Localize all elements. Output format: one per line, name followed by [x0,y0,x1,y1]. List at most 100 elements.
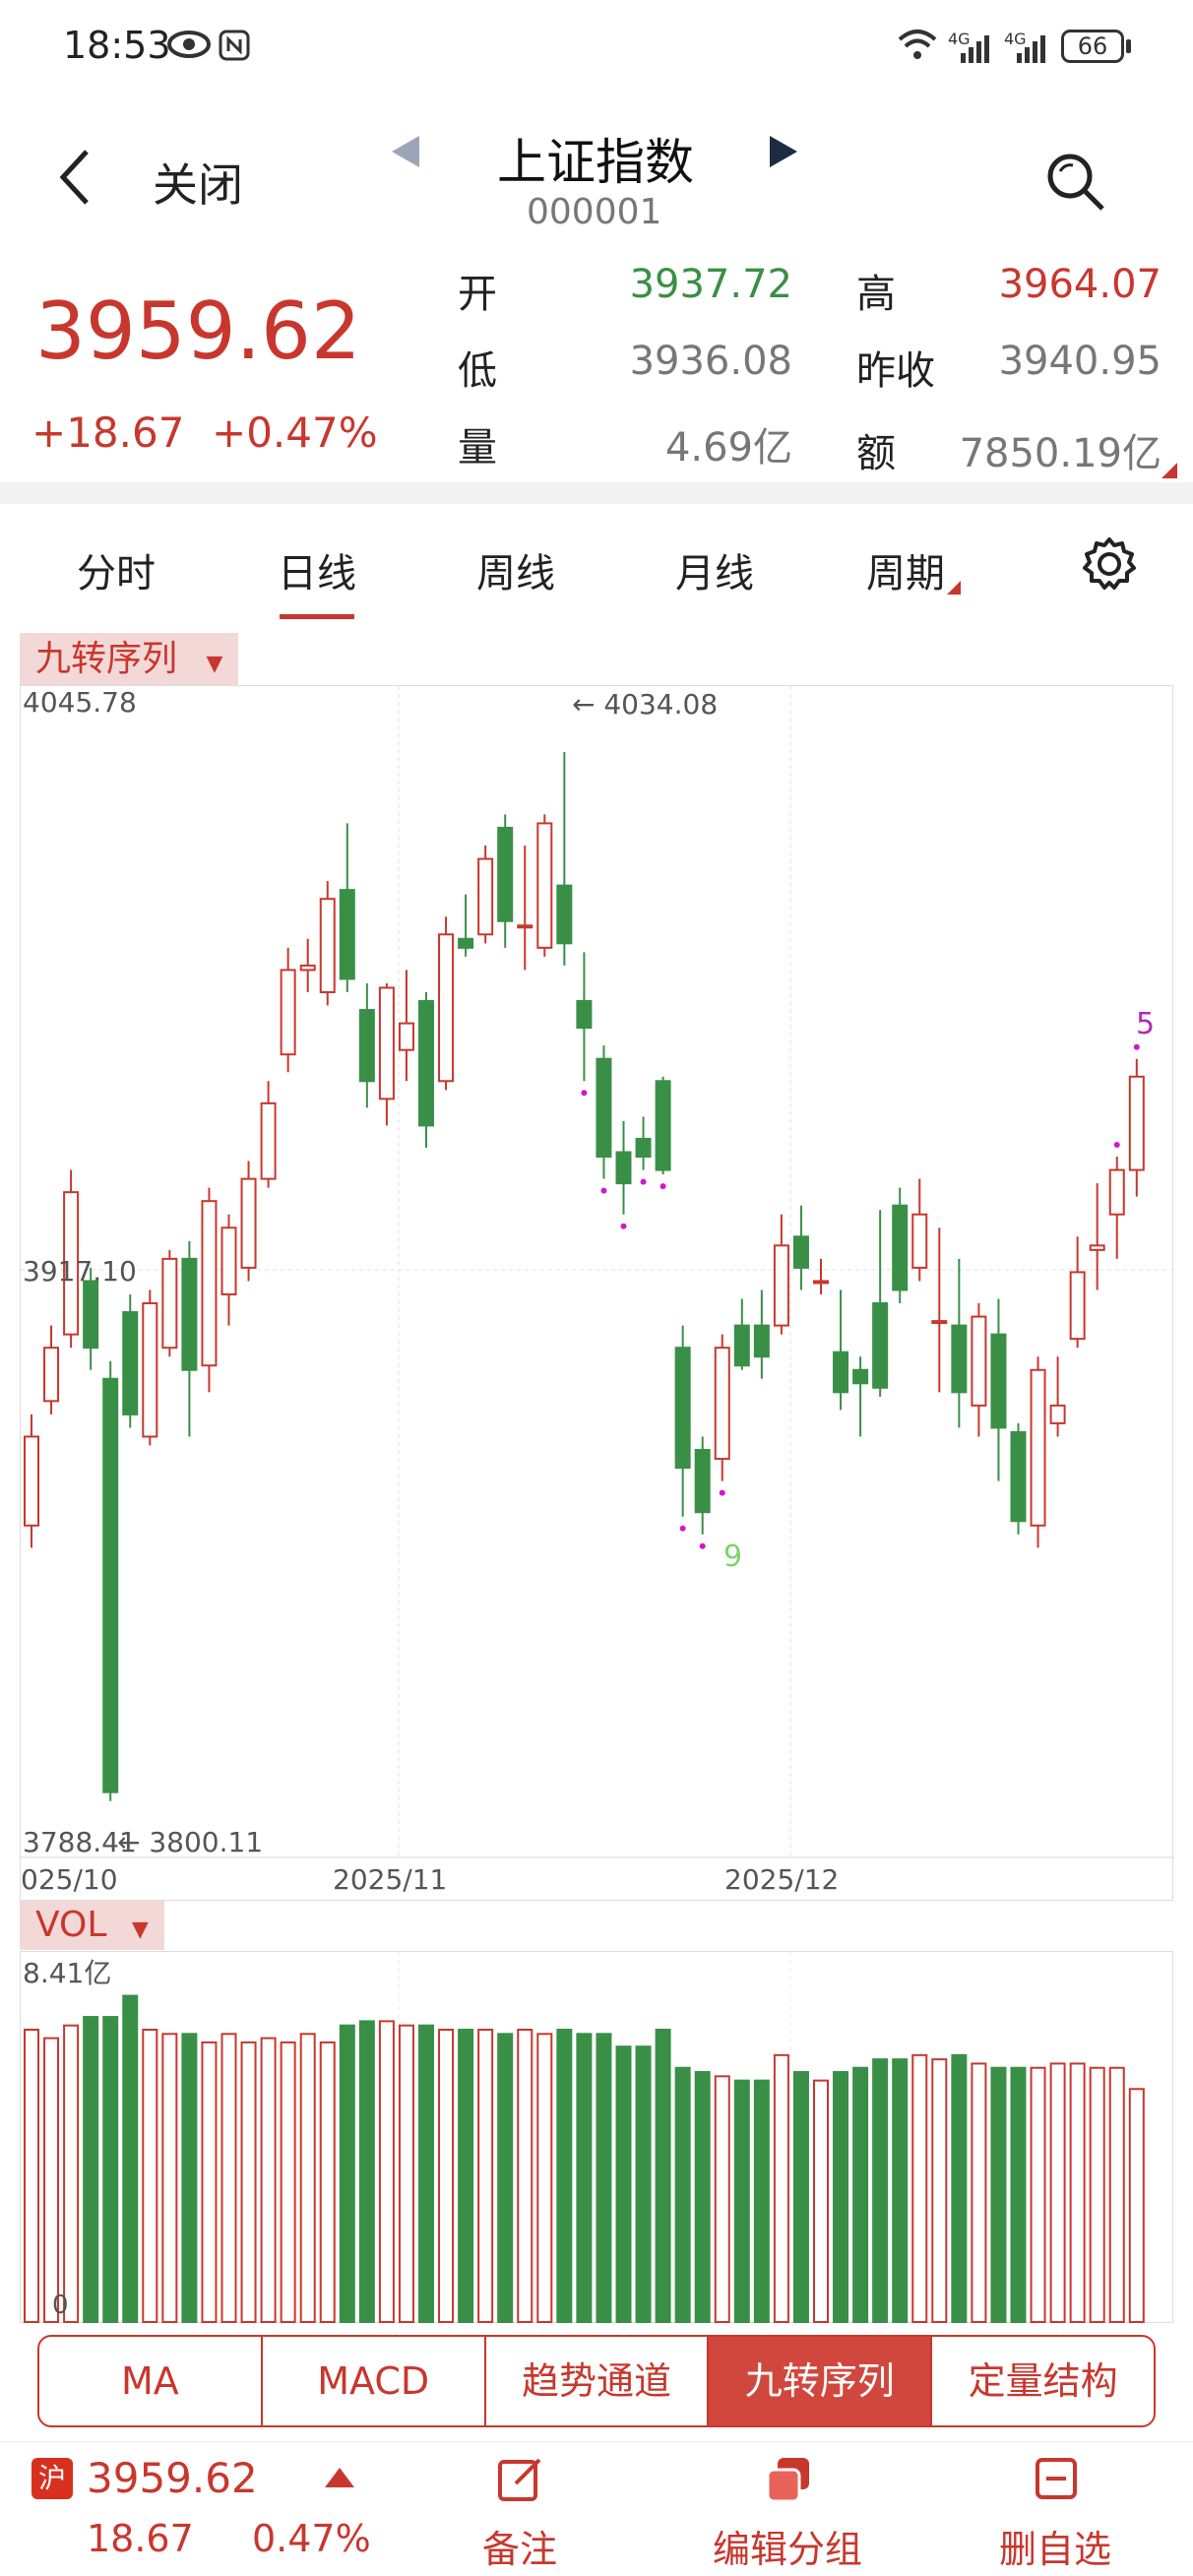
x-label-nov: 2025/11 [333,1863,448,1896]
candle-39 [792,1205,809,1290]
volume-bar-44 [892,2058,909,2323]
close-button[interactable]: 关闭 [153,158,243,212]
tab-daily[interactable]: 日线 [278,551,356,597]
sequence-top-dot-1 [1133,1043,1140,1050]
volume-bars [24,1994,1145,2324]
sequence-dot-3 [640,1178,647,1185]
candle-43 [872,1210,889,1397]
candle-14 [299,938,316,992]
volume-bar-25 [517,2028,534,2323]
gear-icon[interactable] [1081,535,1138,593]
up-triangle-icon [325,2468,354,2487]
candle-32 [655,1076,671,1175]
prev-index-icon[interactable] [388,132,423,171]
volume-bar-55 [1108,2066,1125,2324]
tab-monthly[interactable]: 月线 [675,551,754,597]
macd-button[interactable]: MACD [263,2337,486,2425]
volume-bar-30 [615,2045,632,2324]
candle-0 [24,1414,39,1548]
candle-56 [1128,1058,1145,1197]
high-value: 3964.07 [998,262,1162,307]
volume-bar-12 [260,2037,277,2324]
x-label-oct: 025/10 [21,1863,118,1896]
vol-selector[interactable]: VOL ▼ [20,1901,164,1950]
next-index-icon[interactable] [766,132,801,171]
candle-54 [1089,1183,1105,1290]
candle-2 [63,1169,80,1349]
trend-channel-button[interactable]: 趋势通道 [486,2337,710,2425]
candle-55 [1108,1157,1125,1259]
bottom-bar: 沪 3959.62 18.67 0.47% 备注 编辑分组 删自选 [0,2441,1193,2576]
chevron-down-icon: ▼ [206,652,223,676]
candle-22 [458,894,474,957]
tab-intraday[interactable]: 分时 [77,551,156,597]
volume-bar-19 [398,2024,414,2323]
volume-bar-54 [1089,2066,1105,2324]
candle-13 [280,947,296,1073]
candle-46 [931,1227,948,1393]
ma-button[interactable]: MA [39,2337,263,2425]
candle-9 [201,1187,218,1393]
expand-corner-icon[interactable] [1162,463,1177,478]
note-icon[interactable] [496,2456,543,2503]
search-icon[interactable] [1043,150,1108,215]
volume-bar-18 [378,2020,395,2323]
tab-period[interactable]: 周期 [866,551,945,597]
volume-chart[interactable]: 8.41亿 0 [20,1951,1173,2324]
quant-structure-button[interactable]: 定量结构 [968,2359,1118,2403]
volume-bar-53 [1069,2062,1086,2323]
candle-19 [398,970,414,1082]
volume-bar-37 [753,2079,770,2323]
volume-bar-14 [299,2033,316,2323]
indicator-selector[interactable]: 九转序列 ▼ [20,633,239,686]
tab-weekly[interactable]: 周线 [476,551,555,597]
candle-52 [1049,1356,1066,1437]
vol-chevron-down-icon: ▼ [131,1917,149,1942]
volume-bar-1 [43,2037,60,2324]
volume-bar-56 [1128,2088,1145,2323]
signal-label-2: 4G [1004,30,1027,48]
candle-24 [497,814,514,948]
volume-bar-29 [596,2033,612,2323]
back-arrow-icon[interactable] [55,146,94,209]
candle-29 [596,1045,612,1179]
volume-bar-26 [536,2033,553,2323]
open-value: 3937.72 [629,262,792,307]
volume-bar-49 [990,2066,1007,2324]
td-sequence-button[interactable]: 九转序列 [709,2337,933,2425]
note-button[interactable]: 备注 [482,2528,558,2571]
volume-bar-31 [635,2045,652,2324]
volume-bar-33 [674,2066,691,2324]
candle-6 [142,1289,158,1446]
y-label-mid: 3917.10 [23,1255,137,1288]
sequence-dot-7 [719,1489,725,1496]
candle-45 [911,1178,928,1282]
candle-12 [260,1081,277,1188]
remove-favorite-button[interactable]: 删自选 [999,2528,1112,2571]
sequence-dot-4 [659,1183,666,1190]
market-tag: 沪 [31,2458,73,2499]
min-price-note: ← 3800.11 [117,1826,264,1858]
last-price: 3959.62 [35,285,361,377]
prev-close-label: 昨收 [856,348,935,394]
page-title: 上证指数 [497,134,694,191]
x-label-dec: 2025/12 [724,1863,840,1896]
remove-favorite-icon[interactable] [1034,2456,1079,2501]
candle-50 [1010,1422,1027,1535]
quote-panel: 3959.62 +18.67 +0.47% 开 3937.72 高 3964.0… [0,256,1193,482]
volume-bar-36 [733,2079,750,2323]
candle-15 [319,881,336,1006]
edit-group-icon[interactable] [764,2456,813,2505]
candle-1 [43,1325,60,1414]
volume-bar-45 [911,2053,928,2324]
candle-41 [833,1289,849,1411]
volume-bar-28 [576,2033,593,2323]
kline-chart[interactable]: 4045.78 3917.10 3788.41 ← 4034.08 ← 3800… [20,685,1174,1901]
volume-bar-38 [773,2053,789,2324]
sequence-dot-2 [620,1223,627,1229]
candle-35 [714,1334,730,1481]
candle-36 [733,1298,750,1370]
amount-value: 7850.19亿 [959,431,1162,476]
indicator-buttons: MA MACD 趋势通道 九转序列 定量结构 [37,2335,1156,2427]
edit-group-button[interactable]: 编辑分组 [713,2528,863,2571]
